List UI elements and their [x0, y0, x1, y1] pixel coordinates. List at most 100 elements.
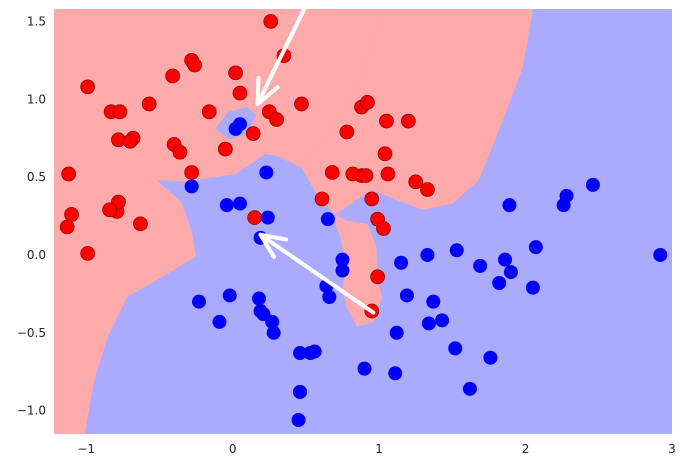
- class0-point: [379, 113, 394, 129]
- class0-point: [345, 166, 361, 182]
- class0-point: [263, 14, 279, 29]
- class1-point: [448, 341, 463, 356]
- class0-point: [401, 113, 416, 129]
- class1-point: [191, 294, 206, 309]
- class0-decision-region: [54, 9, 384, 434]
- class0-point: [376, 221, 391, 236]
- perturbation-arrow-head: [255, 75, 280, 106]
- class0-point: [187, 57, 202, 73]
- class0-point: [172, 144, 188, 160]
- class1-point: [525, 280, 540, 295]
- y-tick-label: −0.5: [17, 326, 46, 340]
- class0-point: [420, 182, 435, 197]
- class0-point: [314, 191, 330, 207]
- class0-point: [184, 165, 200, 180]
- class0-point: [141, 96, 157, 112]
- class1-point: [322, 290, 337, 305]
- class1-point: [585, 177, 600, 192]
- class1-point: [228, 121, 243, 136]
- y-tick-label: 1.0: [27, 92, 46, 106]
- class1-point: [556, 198, 571, 213]
- class1-point: [266, 325, 281, 340]
- class1-point: [389, 325, 404, 340]
- class0-point: [232, 85, 248, 101]
- class1-point: [388, 366, 403, 381]
- class1-point: [252, 291, 267, 306]
- class1-point: [426, 294, 441, 309]
- class0-points: [59, 14, 435, 319]
- y-tick-label: 1.5: [27, 14, 46, 28]
- class1-point: [435, 313, 450, 328]
- class0-point: [228, 65, 243, 81]
- perturbation-arrows: [255, 9, 376, 315]
- class0-point: [269, 112, 284, 127]
- class0-point: [122, 133, 138, 149]
- class1-point: [502, 198, 517, 213]
- perturbation-arrow-shaft: [255, 9, 307, 106]
- class1-point: [399, 288, 414, 303]
- class1-point: [483, 350, 498, 365]
- class0-point: [377, 146, 393, 162]
- class1-point: [307, 344, 322, 359]
- class0-point: [64, 207, 79, 222]
- class1-points: [184, 117, 668, 427]
- class1-point: [449, 243, 464, 258]
- class1-point: [259, 165, 274, 180]
- y-tick-label: 0.0: [27, 248, 46, 262]
- class1-point: [320, 212, 335, 227]
- class1-point: [212, 314, 227, 329]
- class1-point: [473, 258, 488, 273]
- class0-point: [247, 210, 262, 225]
- class0-point: [80, 79, 96, 95]
- class1-point: [222, 288, 237, 303]
- class0-point: [165, 68, 180, 84]
- y-tick-label: −1.0: [17, 404, 46, 418]
- x-tick-label: 2: [522, 442, 530, 456]
- class0-point: [339, 124, 355, 140]
- class0-point: [380, 166, 396, 182]
- class1-point: [232, 196, 247, 211]
- class1-point: [462, 381, 477, 396]
- class0-point: [370, 269, 385, 285]
- class0-decision-region-detached: [335, 214, 383, 327]
- class1-point: [256, 307, 271, 322]
- class0-point: [294, 96, 309, 112]
- class1-point: [528, 240, 543, 255]
- class0-point: [217, 141, 233, 157]
- class1-point: [335, 252, 350, 267]
- class0-point: [324, 165, 340, 180]
- class0-point: [358, 168, 374, 183]
- class0-point: [102, 202, 117, 218]
- class1-point: [653, 247, 668, 262]
- x-tick-label: −1: [77, 442, 95, 456]
- class1-point: [260, 210, 275, 225]
- class1-point: [293, 384, 308, 399]
- class1-point: [492, 275, 507, 290]
- class1-point: [291, 412, 306, 427]
- x-tick-label: 0: [229, 442, 237, 456]
- class0-point: [61, 166, 76, 182]
- perturbation-arrow-head: [258, 232, 289, 259]
- class0-point: [80, 246, 96, 261]
- y-tick-label: 0.5: [27, 170, 46, 184]
- class1-point: [421, 316, 436, 331]
- class1-point: [357, 361, 372, 376]
- x-tick-label: 1: [375, 442, 383, 456]
- class1-point: [335, 263, 350, 278]
- class1-point: [219, 198, 234, 213]
- class0-point: [59, 219, 75, 235]
- x-tick-label: 3: [668, 442, 676, 456]
- class0-point: [364, 191, 380, 207]
- class1-point: [293, 346, 308, 361]
- class0-point: [360, 95, 375, 110]
- class0-point: [245, 126, 261, 141]
- x-axis: −1 0 1 2 3: [77, 442, 675, 456]
- class1-point: [420, 247, 435, 262]
- class0-point: [112, 104, 128, 120]
- class1-point: [498, 252, 513, 267]
- class0-point: [133, 216, 148, 232]
- perturbation-arrow-shaft: [258, 232, 376, 315]
- class1-point: [503, 265, 518, 280]
- y-axis: −1.0 −0.5 0.0 0.5 1.0 1.5: [17, 14, 46, 417]
